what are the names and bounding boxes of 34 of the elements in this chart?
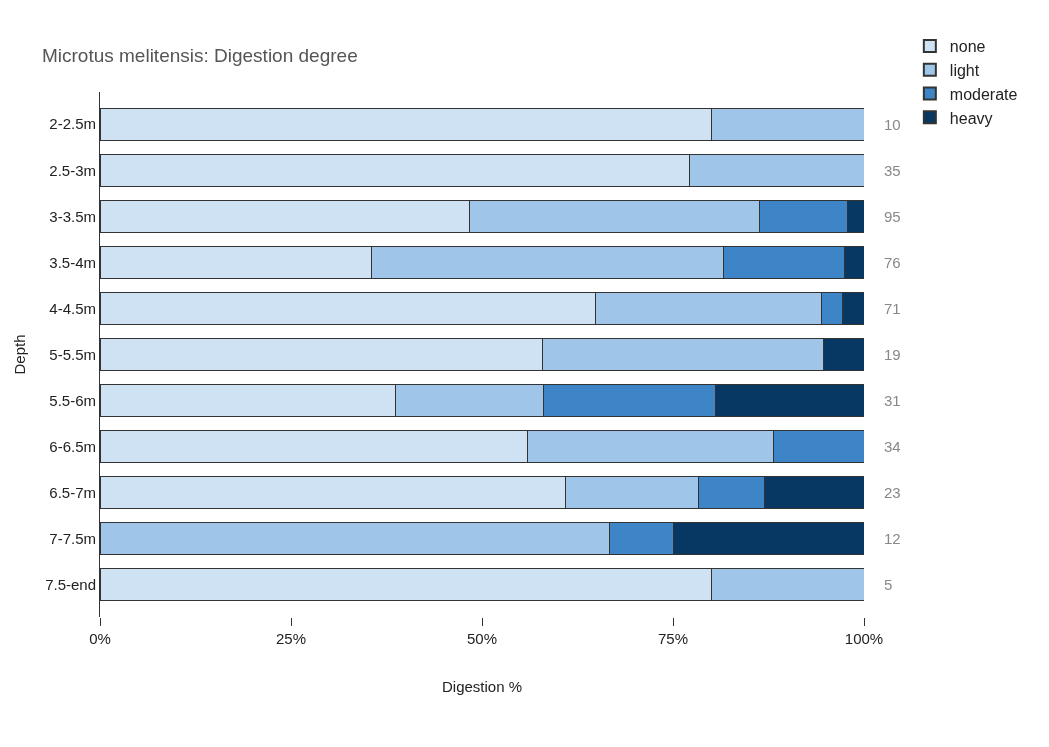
- text: 12: [884, 530, 901, 547]
- x-tick-label: 50%: [466, 630, 498, 647]
- y-tick-label: 3-3.5m: [49, 207, 96, 225]
- chart-title: Microtus melitensis: Digestion degree: [41, 44, 358, 66]
- text: 35: [884, 162, 901, 179]
- x-tick-label: 0%: [89, 630, 111, 647]
- y-tick-label: 5.5-6m: [49, 391, 96, 409]
- y-tick-label: 6.5-7m: [49, 483, 96, 501]
- y-tick-label: 2-2.5m: [49, 115, 96, 133]
- x-tick-label: 75%: [657, 630, 689, 647]
- text: 34: [884, 438, 901, 455]
- text: 71: [884, 300, 901, 317]
- text: 31: [884, 392, 901, 409]
- text: 95: [884, 208, 901, 225]
- text: 10: [884, 116, 901, 133]
- x-tick-label: 25%: [275, 630, 307, 647]
- y-tick-label: 7-7.5m: [49, 529, 96, 547]
- legend-label: none: [949, 38, 986, 56]
- y-tick-label: 2.5-3m: [49, 161, 96, 179]
- y-tick-label: 3.5-4m: [49, 253, 96, 271]
- text: 76: [884, 254, 901, 271]
- y-tick-label: 6-6.5m: [49, 437, 96, 455]
- text: 5: [884, 576, 893, 593]
- x-axis-title: Digestion %: [441, 678, 523, 695]
- legend-label: light: [949, 61, 980, 79]
- legend-label: heavy: [949, 109, 993, 127]
- y-tick-label: 4-4.5m: [49, 299, 96, 317]
- y-tick-label: 7.5-end: [45, 576, 96, 594]
- text: 19: [884, 346, 901, 363]
- text: 23: [884, 484, 901, 501]
- y-axis-title: Depth: [11, 334, 29, 375]
- y-tick-label: 5-5.5m: [49, 345, 96, 363]
- x-tick-label: 100%: [844, 630, 884, 647]
- legend-label: moderate: [949, 85, 1018, 103]
